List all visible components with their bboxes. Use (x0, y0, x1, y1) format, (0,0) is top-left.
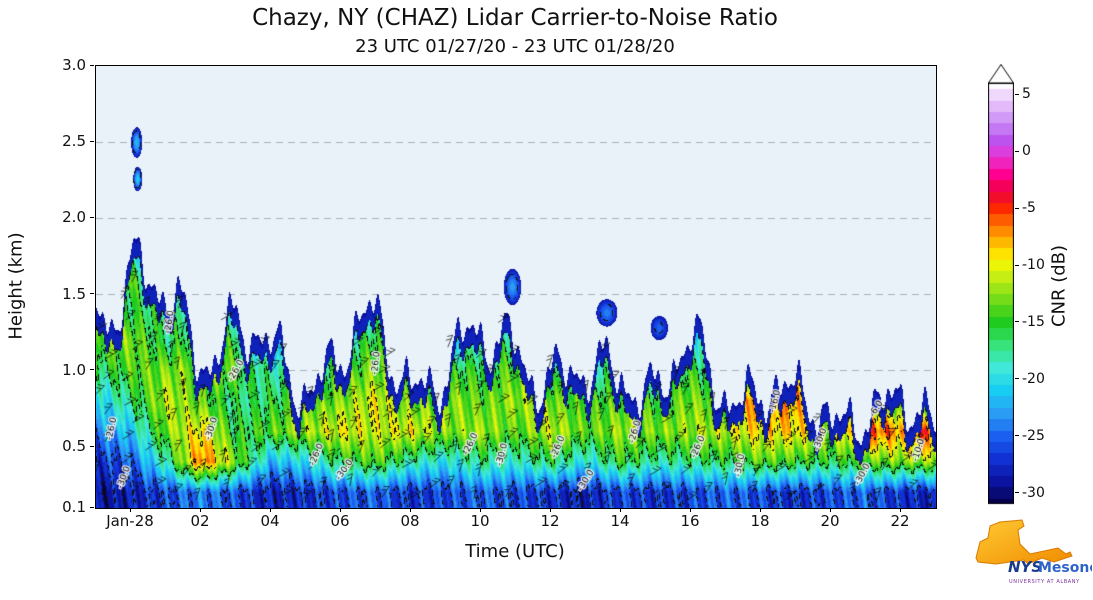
colorbar-tick-mark (1015, 435, 1019, 437)
x-tick-mark (899, 508, 901, 512)
colorbar-tick-mark (1015, 321, 1019, 323)
colorbar-tick-mark (1015, 207, 1019, 209)
x-tick-mark (199, 508, 201, 512)
x-tick-label: 08 (400, 512, 420, 530)
colorbar-tick-label: 5 (1022, 86, 1031, 103)
x-tick-label: 12 (540, 512, 560, 530)
x-tick-label: 10 (470, 512, 490, 530)
y-tick-mark (90, 64, 94, 66)
x-tick-label: Jan-28 (106, 512, 154, 530)
x-tick-label: 04 (260, 512, 280, 530)
colorbar-tick-label: -15 (1022, 313, 1045, 330)
y-tick-label: 2.5 (62, 132, 86, 151)
colorbar-tick-mark (1015, 492, 1019, 494)
logo-text-nys: NYS (1008, 558, 1042, 576)
chart-title: Chazy, NY (CHAZ) Lidar Carrier-to-Noise … (252, 5, 778, 31)
colorbar-tick-mark (1015, 378, 1019, 380)
x-tick-mark (549, 508, 551, 512)
logo-text-mesonet: Mesonet (1038, 560, 1092, 576)
x-tick-label: 14 (610, 512, 630, 530)
colorbar-tick-label: -30 (1022, 484, 1045, 501)
y-tick-label: 0.1 (62, 498, 86, 516)
x-tick-label: 18 (750, 512, 770, 530)
colorbar-tick-mark (1015, 93, 1019, 95)
x-tick-label: 02 (190, 512, 210, 530)
x-tick-label: 20 (820, 512, 840, 530)
colorbar (988, 64, 1014, 505)
x-tick-mark (409, 508, 411, 512)
mesonet-logo: NYS Mesonet UNIVERSITY AT ALBANY (966, 514, 1093, 598)
y-tick-mark (90, 216, 94, 218)
chart-subtitle: 23 UTC 01/27/20 - 23 UTC 01/28/20 (355, 36, 675, 57)
y-tick-mark (90, 445, 94, 447)
x-tick-label: 22 (890, 512, 910, 530)
y-tick-label: 3.0 (62, 56, 86, 74)
x-tick-mark (759, 508, 761, 512)
x-tick-label: 06 (330, 512, 350, 530)
y-tick-mark (90, 506, 94, 508)
ny-state-shape (975, 519, 1073, 565)
colorbar-tick-label: -10 (1022, 257, 1045, 274)
y-tick-label: 0.5 (62, 437, 86, 456)
x-tick-mark (479, 508, 481, 512)
y-tick-mark (90, 140, 94, 142)
x-tick-mark (689, 508, 691, 512)
colorbar-label: CNR (dB) (1048, 244, 1070, 328)
x-tick-label: 16 (680, 512, 700, 530)
x-tick-mark (269, 508, 271, 512)
logo-subtitle: UNIVERSITY AT ALBANY (1009, 579, 1080, 585)
y-tick-mark (90, 293, 94, 295)
x-tick-mark (339, 508, 341, 512)
ny-state-icon: NYS Mesonet UNIVERSITY AT ALBANY (975, 519, 1093, 585)
x-tick-mark (129, 508, 131, 512)
y-axis-label: Height (km) (5, 232, 27, 340)
y-tick-label: 1.5 (62, 284, 86, 303)
plot-area (95, 65, 937, 509)
x-axis-label: Time (UTC) (465, 541, 565, 562)
y-tick-label: 1.0 (62, 360, 86, 379)
y-tick-label: 2.0 (62, 208, 86, 227)
colorbar-tick-label: -25 (1022, 427, 1045, 444)
colorbar-tick-label: 0 (1022, 143, 1031, 160)
colorbar-tick-mark (1015, 264, 1019, 266)
x-tick-mark (619, 508, 621, 512)
y-tick-mark (90, 369, 94, 371)
x-tick-mark (829, 508, 831, 512)
colorbar-tick-label: -20 (1022, 370, 1045, 387)
colorbar-tick-mark (1015, 150, 1019, 152)
cnr-heatmap-canvas (96, 66, 936, 508)
colorbar-tick-label: -5 (1022, 200, 1036, 217)
